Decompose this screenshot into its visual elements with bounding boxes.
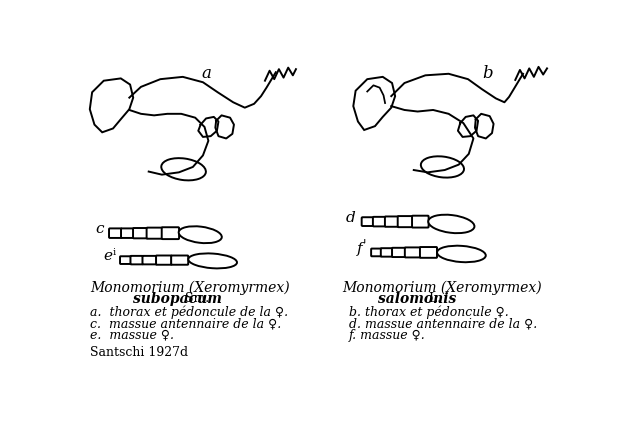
Ellipse shape — [188, 254, 237, 268]
FancyBboxPatch shape — [398, 216, 413, 227]
FancyBboxPatch shape — [142, 256, 156, 264]
Text: f. massue ♀.: f. massue ♀. — [348, 329, 426, 342]
Text: a.  thorax et pédoncule de la ♀.: a. thorax et pédoncule de la ♀. — [90, 306, 288, 319]
Text: b: b — [482, 65, 493, 82]
Text: f: f — [357, 241, 363, 255]
FancyBboxPatch shape — [120, 256, 131, 264]
Polygon shape — [458, 116, 478, 137]
FancyBboxPatch shape — [109, 228, 122, 238]
Text: e.  massue ♀.: e. massue ♀. — [90, 329, 174, 342]
Text: ': ' — [363, 239, 366, 252]
Text: Monomorium (Xeromyrmex): Monomorium (Xeromyrmex) — [90, 281, 289, 295]
FancyBboxPatch shape — [420, 247, 437, 258]
Text: e: e — [103, 249, 112, 263]
Ellipse shape — [161, 158, 206, 181]
Text: salomonis: salomonis — [378, 293, 457, 306]
Polygon shape — [215, 116, 234, 138]
FancyBboxPatch shape — [156, 255, 171, 265]
FancyBboxPatch shape — [392, 248, 405, 257]
Text: d. massue antennaire de la ♀.: d. massue antennaire de la ♀. — [348, 317, 537, 330]
FancyBboxPatch shape — [121, 228, 134, 238]
Text: c: c — [95, 222, 104, 237]
Text: Monomorium (Xeromyrmex): Monomorium (Xeromyrmex) — [343, 281, 542, 295]
Text: L.: L. — [424, 293, 440, 306]
FancyBboxPatch shape — [371, 249, 381, 256]
FancyBboxPatch shape — [385, 216, 399, 227]
FancyBboxPatch shape — [362, 217, 374, 226]
FancyBboxPatch shape — [405, 247, 421, 258]
Polygon shape — [354, 77, 395, 130]
FancyBboxPatch shape — [381, 248, 392, 257]
FancyBboxPatch shape — [412, 215, 429, 228]
Ellipse shape — [428, 215, 475, 233]
Text: Sm.: Sm. — [181, 293, 209, 306]
Text: d: d — [346, 211, 356, 225]
FancyBboxPatch shape — [133, 228, 147, 238]
FancyBboxPatch shape — [162, 227, 179, 239]
Text: a: a — [202, 65, 212, 82]
Ellipse shape — [437, 246, 486, 262]
Text: subopacum: subopacum — [133, 293, 222, 306]
Text: i: i — [112, 248, 115, 257]
Text: Santschi 1927d: Santschi 1927d — [90, 346, 188, 359]
FancyBboxPatch shape — [147, 228, 162, 239]
Polygon shape — [198, 117, 218, 137]
Text: c.  massue antennaire de la ♀.: c. massue antennaire de la ♀. — [90, 317, 281, 330]
Ellipse shape — [421, 156, 464, 177]
Ellipse shape — [178, 226, 222, 243]
FancyBboxPatch shape — [373, 217, 386, 226]
Text: b. thorax et pédoncule ♀.: b. thorax et pédoncule ♀. — [348, 306, 508, 319]
Polygon shape — [90, 78, 133, 132]
Polygon shape — [475, 114, 493, 138]
FancyBboxPatch shape — [131, 256, 143, 264]
FancyBboxPatch shape — [171, 255, 188, 265]
